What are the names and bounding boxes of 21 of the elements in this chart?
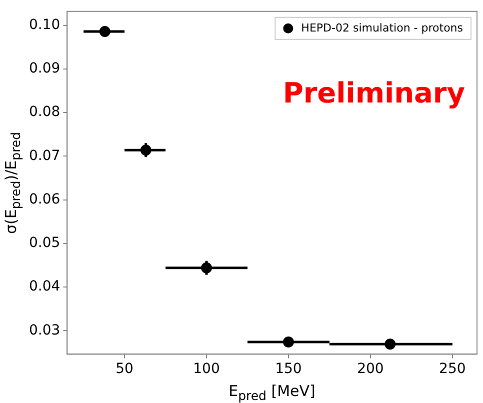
- y-tick-label: 0.05: [29, 235, 60, 252]
- point: [99, 26, 110, 37]
- y-tick-label: 0.03: [29, 322, 60, 338]
- point: [282, 336, 294, 348]
- x-tick-label: 200: [357, 361, 384, 378]
- y-tick-label: 0.08: [29, 104, 60, 120]
- point: [201, 262, 212, 274]
- point: [384, 338, 396, 350]
- legend-label: HEPD-02 simulation - protons: [301, 21, 464, 34]
- x-tick-label: 250: [439, 361, 466, 378]
- point: [140, 144, 152, 156]
- x-tick-label: 150: [275, 361, 302, 378]
- y-tick-label: 0.09: [29, 60, 60, 77]
- x-axis-title: E$_{pred}$ [MeV]: [228, 382, 316, 403]
- y-tick-label: 0.04: [29, 278, 60, 295]
- y-tick-label: 0.10: [29, 16, 60, 33]
- x-tick-label: 100: [193, 361, 220, 378]
- annotation: Preliminary: [282, 76, 465, 110]
- y-tick-label: 0.07: [29, 148, 60, 164]
- y-tick-label: 0.06: [29, 191, 60, 208]
- x-tick-label: 50: [116, 361, 134, 378]
